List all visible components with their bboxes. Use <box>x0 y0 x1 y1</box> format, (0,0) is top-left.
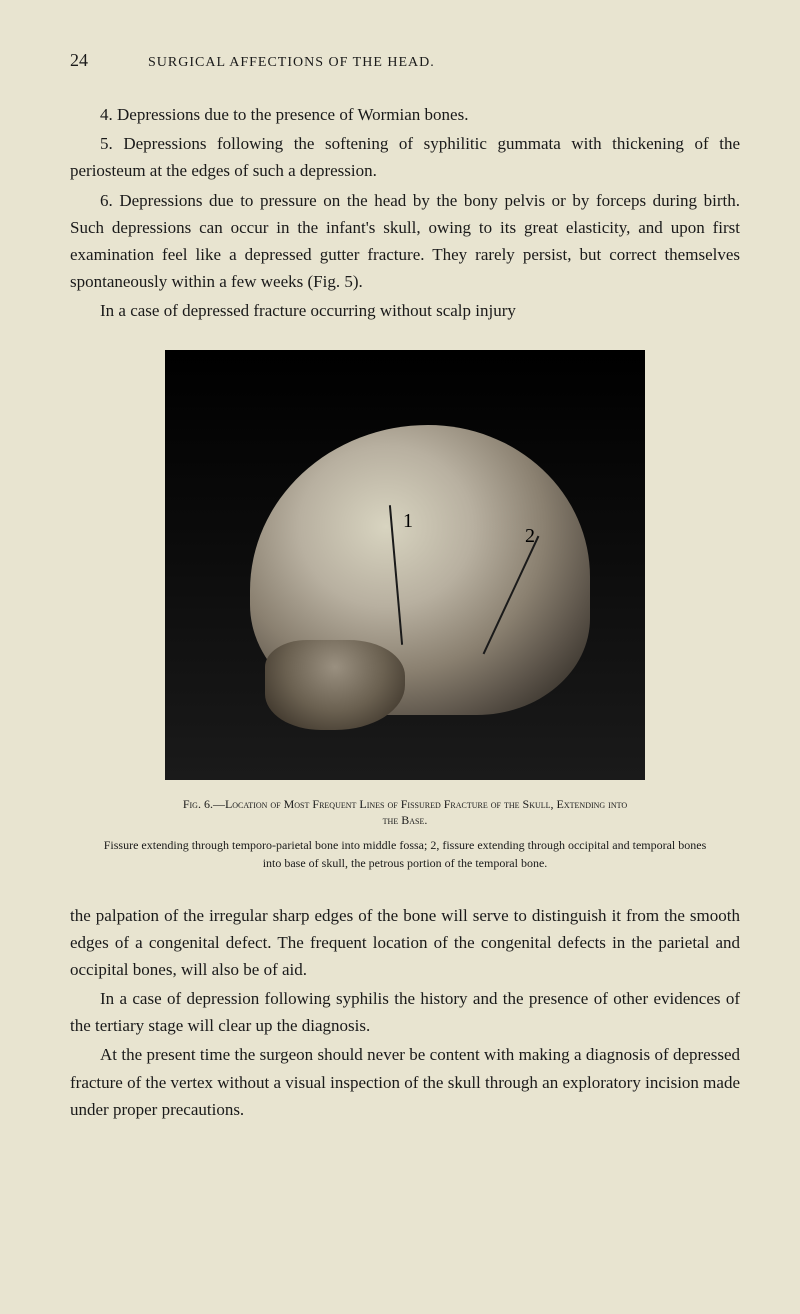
lower-body-text: the palpation of the irregular sharp edg… <box>70 902 740 1124</box>
paragraph-continuation: In a case of depressed fracture occurrin… <box>70 297 740 324</box>
paragraph-5: 5. Depressions following the softening o… <box>70 130 740 184</box>
figure-label-2: 2 <box>525 525 535 548</box>
figure-container: 1 2 Fig. 6.—Location of Most Frequent Li… <box>70 350 740 872</box>
paragraph-syphilis: In a case of depression following syphil… <box>70 985 740 1039</box>
running-title: SURGICAL AFFECTIONS OF THE HEAD. <box>148 55 435 71</box>
paragraph-6: 6. Depressions due to pressure on the he… <box>70 187 740 296</box>
figure-description: Fissure extending through temporo-pariet… <box>70 836 740 872</box>
figure-caption-line1: Fig. 6.—Location of Most Frequent Lines … <box>70 795 740 813</box>
skull-jaw <box>265 640 405 730</box>
upper-body-text: 4. Depressions due to the presence of Wo… <box>70 101 740 325</box>
skull-image: 1 2 <box>165 350 645 780</box>
paragraph-4: 4. Depressions due to the presence of Wo… <box>70 101 740 128</box>
page-number: 24 <box>70 50 88 71</box>
figure-label-1: 1 <box>403 510 413 533</box>
figure-caption-line2: the Base. <box>70 813 740 828</box>
paragraph-continuation-lower: the palpation of the irregular sharp edg… <box>70 902 740 984</box>
paragraph-surgeon: At the present time the surgeon should n… <box>70 1041 740 1123</box>
